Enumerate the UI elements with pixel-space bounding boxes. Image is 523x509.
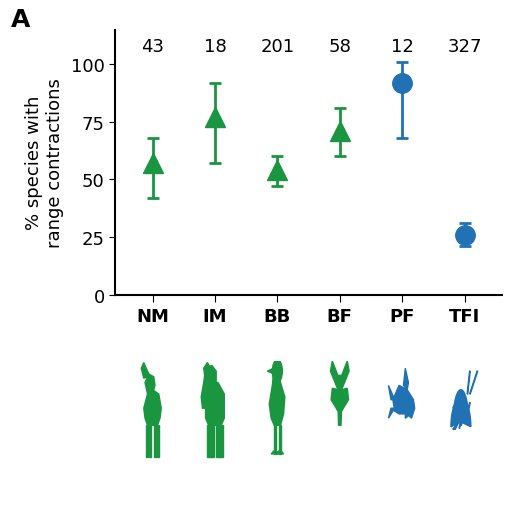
Polygon shape — [403, 369, 408, 390]
Polygon shape — [201, 383, 206, 408]
Polygon shape — [464, 406, 469, 420]
Text: A: A — [10, 8, 30, 32]
Polygon shape — [206, 383, 224, 426]
Y-axis label: % species with
range contractions: % species with range contractions — [25, 78, 64, 248]
Polygon shape — [463, 408, 467, 422]
Polygon shape — [453, 418, 461, 430]
Polygon shape — [338, 376, 342, 426]
Polygon shape — [203, 363, 212, 383]
Polygon shape — [203, 365, 216, 394]
Polygon shape — [342, 361, 349, 390]
Polygon shape — [211, 426, 214, 457]
Polygon shape — [452, 418, 461, 424]
Polygon shape — [149, 426, 151, 457]
Polygon shape — [274, 426, 276, 454]
Text: 18: 18 — [203, 38, 226, 55]
Polygon shape — [141, 363, 149, 379]
Polygon shape — [451, 390, 471, 427]
Polygon shape — [207, 426, 211, 457]
Polygon shape — [331, 388, 338, 411]
Text: 201: 201 — [260, 38, 294, 55]
Polygon shape — [470, 372, 477, 394]
Polygon shape — [144, 390, 161, 426]
Polygon shape — [271, 451, 279, 454]
Text: 12: 12 — [391, 38, 414, 55]
Polygon shape — [452, 413, 461, 418]
Polygon shape — [215, 426, 219, 457]
Polygon shape — [276, 451, 283, 454]
Polygon shape — [467, 403, 470, 417]
Polygon shape — [145, 426, 148, 457]
Polygon shape — [331, 361, 338, 390]
Polygon shape — [467, 372, 470, 394]
Polygon shape — [219, 426, 223, 457]
Polygon shape — [393, 386, 415, 418]
Polygon shape — [272, 372, 280, 386]
Polygon shape — [389, 386, 395, 400]
Polygon shape — [405, 404, 411, 418]
Polygon shape — [269, 383, 285, 426]
Text: 327: 327 — [447, 38, 482, 55]
Text: 58: 58 — [328, 38, 351, 55]
Polygon shape — [459, 414, 463, 429]
Polygon shape — [389, 408, 395, 418]
Polygon shape — [154, 426, 156, 457]
Polygon shape — [279, 426, 281, 454]
Circle shape — [272, 360, 282, 383]
Polygon shape — [267, 369, 274, 374]
Polygon shape — [145, 374, 155, 394]
Polygon shape — [342, 388, 348, 411]
Polygon shape — [461, 411, 464, 426]
Polygon shape — [157, 426, 160, 457]
Text: 43: 43 — [141, 38, 164, 55]
Polygon shape — [453, 407, 461, 418]
